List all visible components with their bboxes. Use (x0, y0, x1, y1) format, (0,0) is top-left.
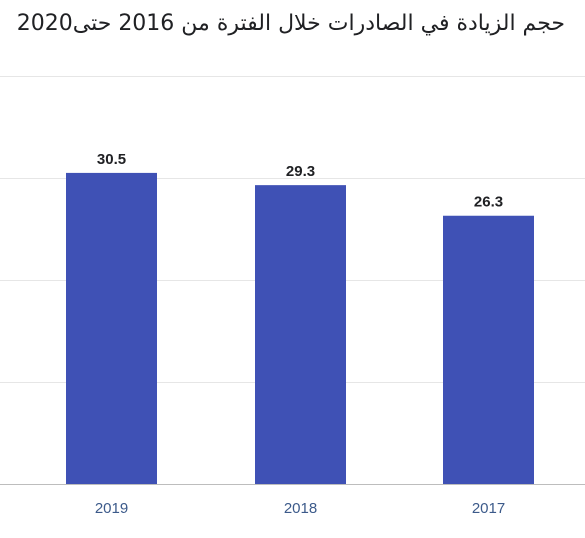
bar-value-label-2019: 30.5 (97, 151, 126, 168)
chart-title: حجم الزيادة في الصادرات خلال الفترة من 2… (16, 11, 565, 36)
bars (66, 172, 534, 485)
x-tick-label-2018: 2018 (284, 500, 317, 517)
x-axis-tick-labels: 2017 2018 2019 (95, 500, 505, 517)
x-tick-label-2019: 2019 (95, 500, 128, 517)
bar-value-labels: 26.3 29.3 30.5 (97, 151, 503, 211)
bar-2017 (443, 215, 534, 485)
x-tick-label-2017: 2017 (472, 500, 505, 517)
bar-2018 (255, 185, 346, 484)
bar-2019 (66, 172, 157, 484)
bar-value-label-2017: 26.3 (474, 194, 503, 211)
bar-value-label-2018: 29.3 (286, 163, 315, 180)
